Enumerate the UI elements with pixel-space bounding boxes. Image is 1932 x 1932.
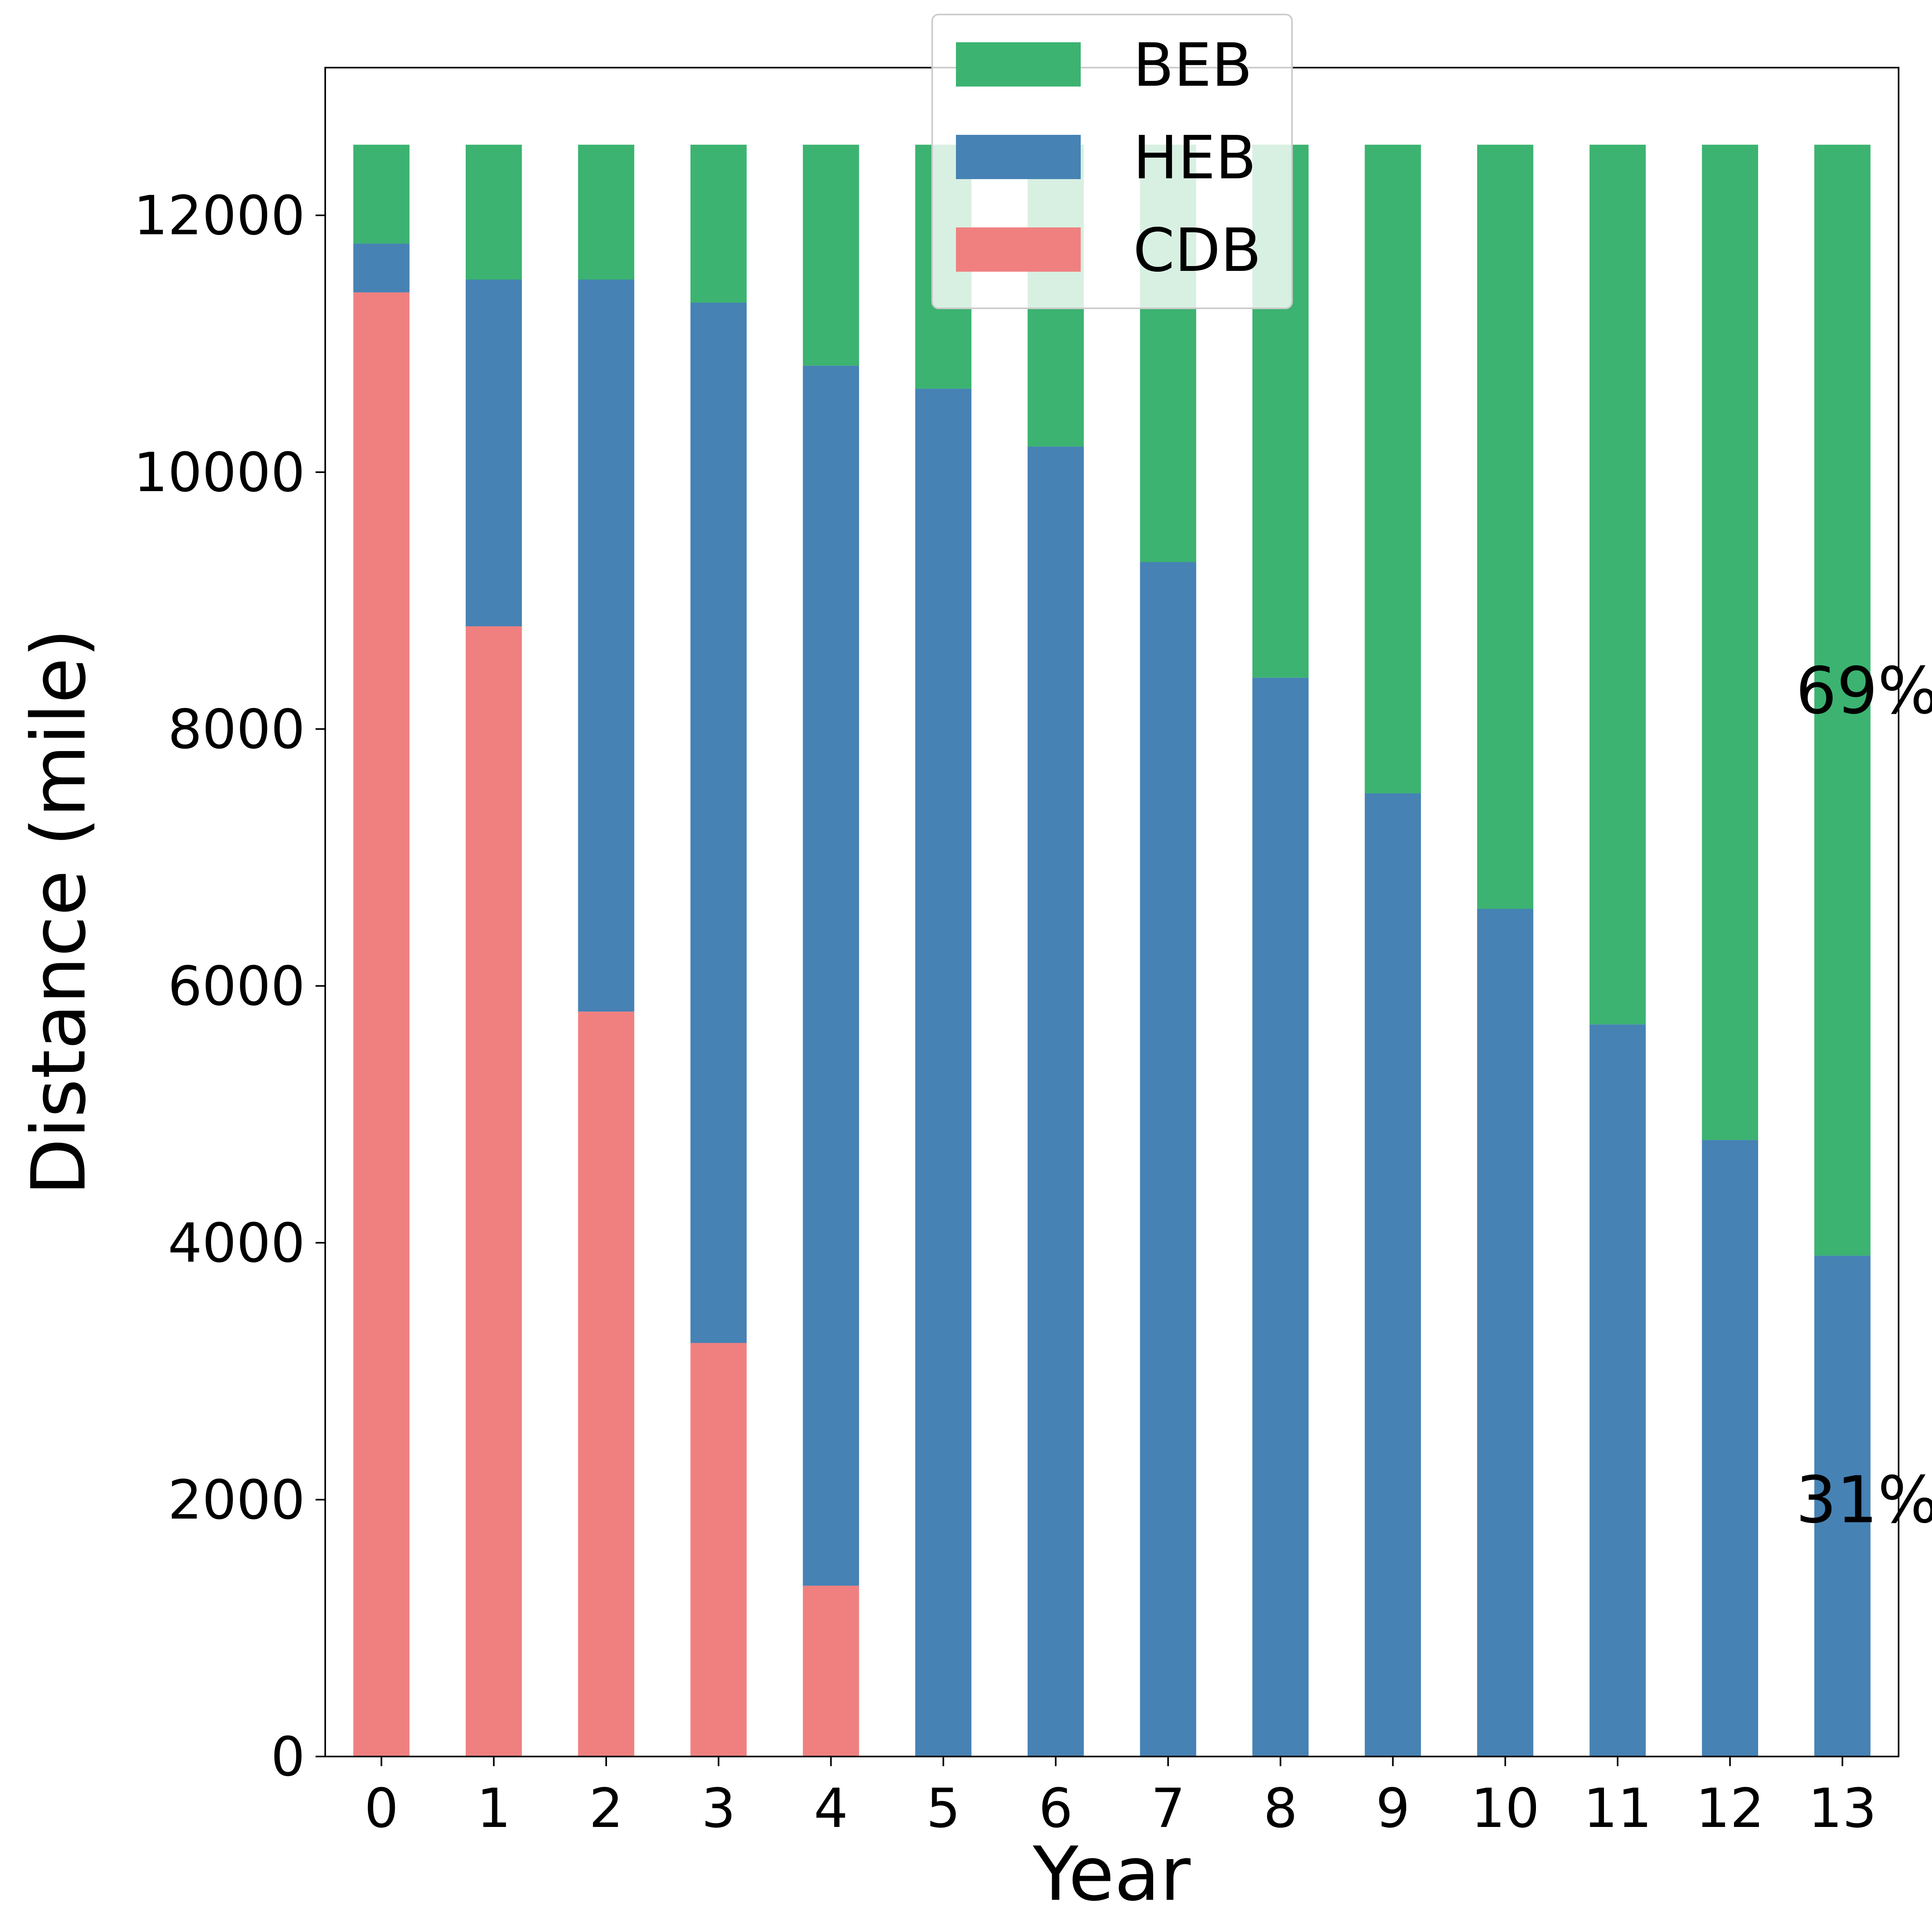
x-tick-label: 5 bbox=[926, 1777, 960, 1840]
y-tick-label: 6000 bbox=[168, 955, 305, 1018]
x-axis-ticks: 0 1 2 3 4 5 6 7 8 9 10 11 12 13 bbox=[364, 1757, 1877, 1840]
bar-heb-year-9 bbox=[1364, 793, 1421, 1757]
x-tick-label: 10 bbox=[1471, 1777, 1540, 1840]
bar-heb-year-1 bbox=[466, 279, 522, 626]
legend-label-heb: HEB bbox=[1133, 123, 1256, 192]
x-tick-label: 8 bbox=[1263, 1777, 1298, 1840]
bar-heb-year-8 bbox=[1252, 677, 1309, 1757]
bar-cdb-year-3 bbox=[690, 1343, 747, 1757]
x-tick-label: 3 bbox=[702, 1777, 736, 1840]
y-tick-label: 12000 bbox=[134, 184, 305, 247]
bar-beb-year-13 bbox=[1814, 144, 1871, 1256]
y-axis-label: Distance (mile) bbox=[15, 629, 102, 1196]
legend-swatch-beb bbox=[956, 42, 1081, 87]
x-tick-label: 9 bbox=[1376, 1777, 1410, 1840]
x-tick-label: 11 bbox=[1583, 1777, 1652, 1840]
bar-beb-year-0 bbox=[353, 144, 410, 244]
bar-heb-year-7 bbox=[1140, 562, 1196, 1757]
bar-annotation: 31% bbox=[1796, 1462, 1932, 1538]
x-tick-label: 0 bbox=[364, 1777, 398, 1840]
legend-swatch-heb bbox=[956, 135, 1081, 179]
annotations-layer: 69% 31% bbox=[1796, 653, 1932, 1538]
legend-swatch-cdb bbox=[956, 227, 1081, 272]
plot-area bbox=[325, 68, 1899, 1757]
bar-beb-year-10 bbox=[1477, 144, 1534, 909]
y-tick-label: 4000 bbox=[168, 1212, 305, 1275]
bar-beb-year-11 bbox=[1589, 144, 1646, 1025]
x-tick-label: 13 bbox=[1808, 1777, 1877, 1840]
bar-heb-year-13 bbox=[1814, 1255, 1871, 1757]
y-tick-label: 0 bbox=[271, 1726, 305, 1788]
y-axis-ticks: 0 2000 4000 6000 8000 10000 12000 bbox=[134, 184, 325, 1788]
bar-annotation: 69% bbox=[1796, 653, 1932, 729]
legend-label-cdb: CDB bbox=[1133, 216, 1261, 285]
bar-heb-year-0 bbox=[353, 244, 410, 293]
bar-heb-year-10 bbox=[1477, 909, 1534, 1757]
bar-cdb-year-4 bbox=[803, 1585, 859, 1757]
bar-cdb-year-0 bbox=[353, 292, 410, 1757]
x-tick-label: 7 bbox=[1151, 1777, 1185, 1840]
bar-heb-year-11 bbox=[1589, 1024, 1646, 1757]
y-tick-label: 8000 bbox=[168, 698, 305, 761]
bar-cdb-year-1 bbox=[466, 626, 522, 1757]
x-tick-label: 12 bbox=[1696, 1777, 1765, 1840]
bar-beb-year-1 bbox=[466, 144, 522, 280]
bar-heb-year-5 bbox=[915, 388, 972, 1757]
bar-heb-year-2 bbox=[578, 279, 634, 1012]
bar-heb-year-6 bbox=[1028, 446, 1084, 1757]
x-tick-label: 1 bbox=[477, 1777, 511, 1840]
bar-heb-year-4 bbox=[803, 365, 859, 1586]
x-tick-label: 2 bbox=[589, 1777, 623, 1840]
y-tick-label: 10000 bbox=[134, 441, 305, 504]
legend-label-beb: BEB bbox=[1133, 31, 1253, 100]
bar-heb-year-12 bbox=[1702, 1140, 1758, 1757]
x-tick-label: 6 bbox=[1038, 1777, 1073, 1840]
y-tick-label: 2000 bbox=[168, 1469, 305, 1532]
x-tick-label: 4 bbox=[814, 1777, 848, 1840]
bar-beb-year-3 bbox=[690, 144, 747, 303]
x-axis-label: Year bbox=[1032, 1831, 1191, 1918]
bar-cdb-year-2 bbox=[578, 1011, 634, 1757]
bar-beb-year-4 bbox=[803, 144, 859, 366]
bar-heb-year-3 bbox=[690, 302, 747, 1343]
bar-beb-year-2 bbox=[578, 144, 634, 280]
bar-beb-year-9 bbox=[1364, 144, 1421, 793]
legend: BEB HEB CDB bbox=[931, 14, 1293, 309]
bar-beb-year-12 bbox=[1702, 144, 1758, 1140]
